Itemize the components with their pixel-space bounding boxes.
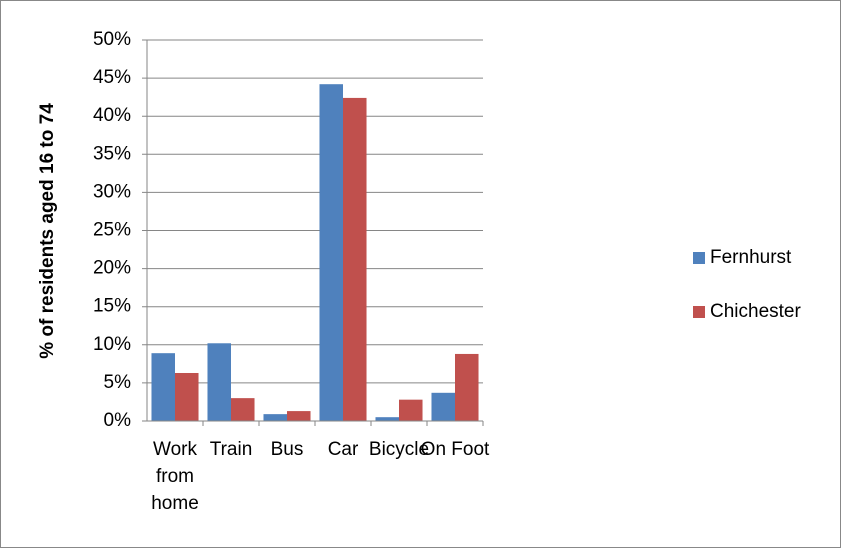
bar <box>287 411 311 421</box>
bar <box>455 353 479 421</box>
legend-label: Chichester <box>710 301 801 322</box>
x-tick-label: Train <box>209 439 253 460</box>
bar <box>319 84 343 422</box>
bar <box>231 398 255 421</box>
y-tick-label: 10% <box>93 334 131 355</box>
y-tick-label: 0% <box>104 410 132 431</box>
bar <box>399 399 423 421</box>
y-tick-label: 15% <box>93 296 131 317</box>
y-tick-label: 20% <box>93 258 131 279</box>
x-tick-label: Car <box>327 439 359 460</box>
bar <box>175 372 199 421</box>
y-tick-label: 40% <box>93 105 131 126</box>
bar <box>207 343 231 421</box>
bar <box>263 414 287 421</box>
x-tick-label: Bus <box>270 439 304 460</box>
y-tick-label: 50% <box>93 29 131 50</box>
bar <box>375 417 399 421</box>
x-tick-label: On Foot <box>420 439 490 460</box>
y-tick-label: 5% <box>104 372 132 393</box>
bar <box>431 392 455 421</box>
y-tick-label: 45% <box>93 67 131 88</box>
y-tick-label: 25% <box>93 220 131 241</box>
y-axis-title: % of residents aged 16 to 74 <box>37 103 58 359</box>
x-tick-label: Bicycle <box>368 439 430 460</box>
legend-swatch <box>693 252 705 264</box>
x-tick-label: Work from home <box>151 439 199 514</box>
y-tick-label: 30% <box>93 181 131 202</box>
bar <box>343 97 367 422</box>
legend-swatch <box>693 306 705 318</box>
bar <box>151 353 175 421</box>
y-tick-label: 35% <box>93 143 131 164</box>
legend-label: Fernhurst <box>710 247 792 268</box>
